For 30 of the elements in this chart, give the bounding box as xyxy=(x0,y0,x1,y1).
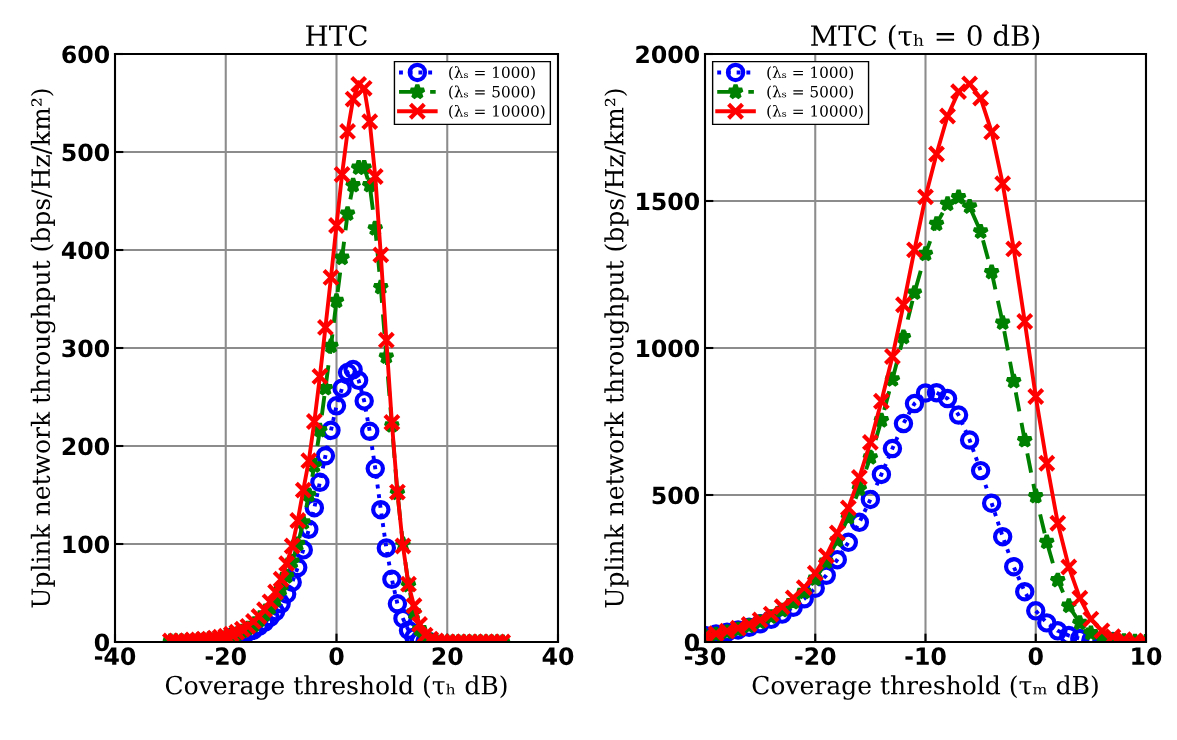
y-tick-label: 200 xyxy=(62,437,110,456)
y-tick-label: 500 xyxy=(652,486,700,505)
x-tick-label: 0 xyxy=(329,647,344,666)
y-tick-label: 1000 xyxy=(637,339,700,358)
x-axis-title: Coverage threshold (τₘ dB) xyxy=(752,675,1098,700)
legend-label: (λₛ = 1000) xyxy=(449,66,535,81)
x-tick-label: -20 xyxy=(795,647,836,666)
y-tick-label: 1500 xyxy=(637,192,700,211)
legend-label: (λₛ = 10000) xyxy=(767,104,863,119)
x-tick-label: -20 xyxy=(205,647,246,666)
y-axis-title: Uplink network throughput (bps/Hz/km²) xyxy=(604,89,629,608)
legend-label: (λₛ = 10000) xyxy=(449,104,545,119)
x-tick-label: 40 xyxy=(542,647,574,666)
y-tick-label: 600 xyxy=(62,45,110,64)
legend-label: (λₛ = 5000) xyxy=(449,85,535,100)
y-tick-label: 100 xyxy=(63,535,110,554)
y-tick-label: 2000 xyxy=(636,45,700,64)
legend-label: (λₛ = 1000) xyxy=(767,66,854,81)
x-tick-label: 0 xyxy=(1028,647,1043,666)
y-axis-title: Uplink network throughput (bps/Hz/km²) xyxy=(30,89,56,608)
y-tick-label: 500 xyxy=(62,143,110,162)
chart-title: MTC (τₕ = 0 dB) xyxy=(811,24,1040,50)
x-axis-title: Coverage threshold (τₕ dB) xyxy=(165,675,507,700)
legend-label: (λₛ = 5000) xyxy=(767,85,854,100)
y-tick-label: 400 xyxy=(61,241,110,260)
x-tick-label: 20 xyxy=(432,647,463,666)
chart-title: HTC xyxy=(306,25,367,47)
y-tick-label: 300 xyxy=(62,339,110,358)
x-tick-label: -10 xyxy=(905,647,946,666)
x-tick-label: 10 xyxy=(1132,647,1162,666)
